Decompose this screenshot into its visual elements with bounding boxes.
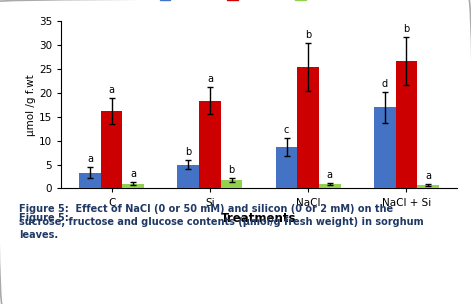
Text: b: b: [305, 30, 311, 40]
Text: a: a: [87, 154, 93, 164]
Bar: [79, 173, 101, 188]
Text: b: b: [185, 147, 191, 157]
Bar: [297, 67, 319, 188]
Bar: [276, 147, 297, 188]
Text: a: a: [109, 85, 114, 95]
Text: a: a: [425, 171, 431, 181]
Bar: [221, 180, 243, 188]
Text: a: a: [130, 169, 136, 179]
Legend: Sucrose, Glucose, Fructose: Sucrose, Glucose, Fructose: [158, 0, 360, 4]
Text: b: b: [228, 165, 235, 175]
Text: b: b: [403, 24, 410, 34]
Y-axis label: μmol /g f.wt: μmol /g f.wt: [26, 74, 36, 136]
Bar: [396, 61, 417, 188]
Text: a: a: [207, 74, 213, 84]
X-axis label: Treatments: Treatments: [221, 212, 297, 225]
Bar: [101, 111, 122, 188]
Bar: [199, 101, 221, 188]
Text: d: d: [382, 79, 388, 89]
Text: Figure 5:  Effect of NaCl (0 or 50 mM) and silicon (0 or 2 mM) on the
sucrose, f: Figure 5: Effect of NaCl (0 or 50 mM) an…: [19, 204, 423, 240]
Text: c: c: [284, 126, 289, 136]
Text: a: a: [327, 170, 333, 180]
Text: Figure 5:: Figure 5:: [19, 213, 69, 223]
Bar: [319, 184, 341, 188]
Bar: [417, 185, 439, 188]
Bar: [374, 107, 396, 188]
Bar: [178, 164, 199, 188]
Bar: [122, 184, 144, 188]
